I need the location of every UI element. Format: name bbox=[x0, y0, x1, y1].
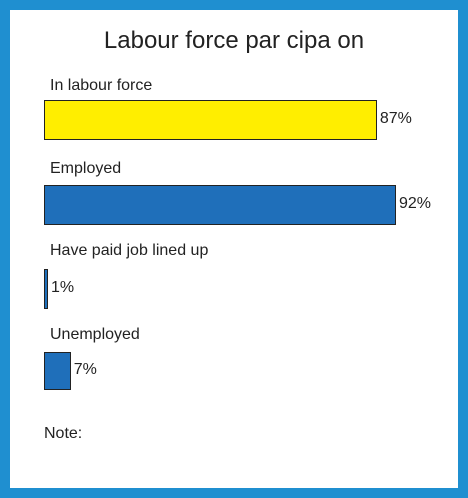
bar-unemployed bbox=[44, 352, 71, 390]
bar-label-in-labour-force: In labour force bbox=[50, 77, 153, 94]
bar-in-labour-force bbox=[44, 100, 377, 140]
value-label-have-paid-job-lined-up: 1% bbox=[51, 279, 75, 296]
chart-title: Labour force par cipa on bbox=[103, 27, 365, 54]
value-label-in-labour-force: 87% bbox=[379, 110, 412, 127]
bar-have-paid-job-lined-up bbox=[44, 269, 48, 309]
bar-label-unemployed: Unemployed bbox=[50, 326, 140, 343]
bar-employed bbox=[44, 185, 396, 225]
bar-label-employed: Employed bbox=[50, 160, 122, 177]
note-label: Note: bbox=[44, 425, 83, 442]
value-label-employed: 92% bbox=[399, 195, 432, 212]
bar-label-have-paid-job-lined-up: Have paid job lined up bbox=[50, 242, 209, 259]
value-label-unemployed: 7% bbox=[73, 361, 97, 378]
